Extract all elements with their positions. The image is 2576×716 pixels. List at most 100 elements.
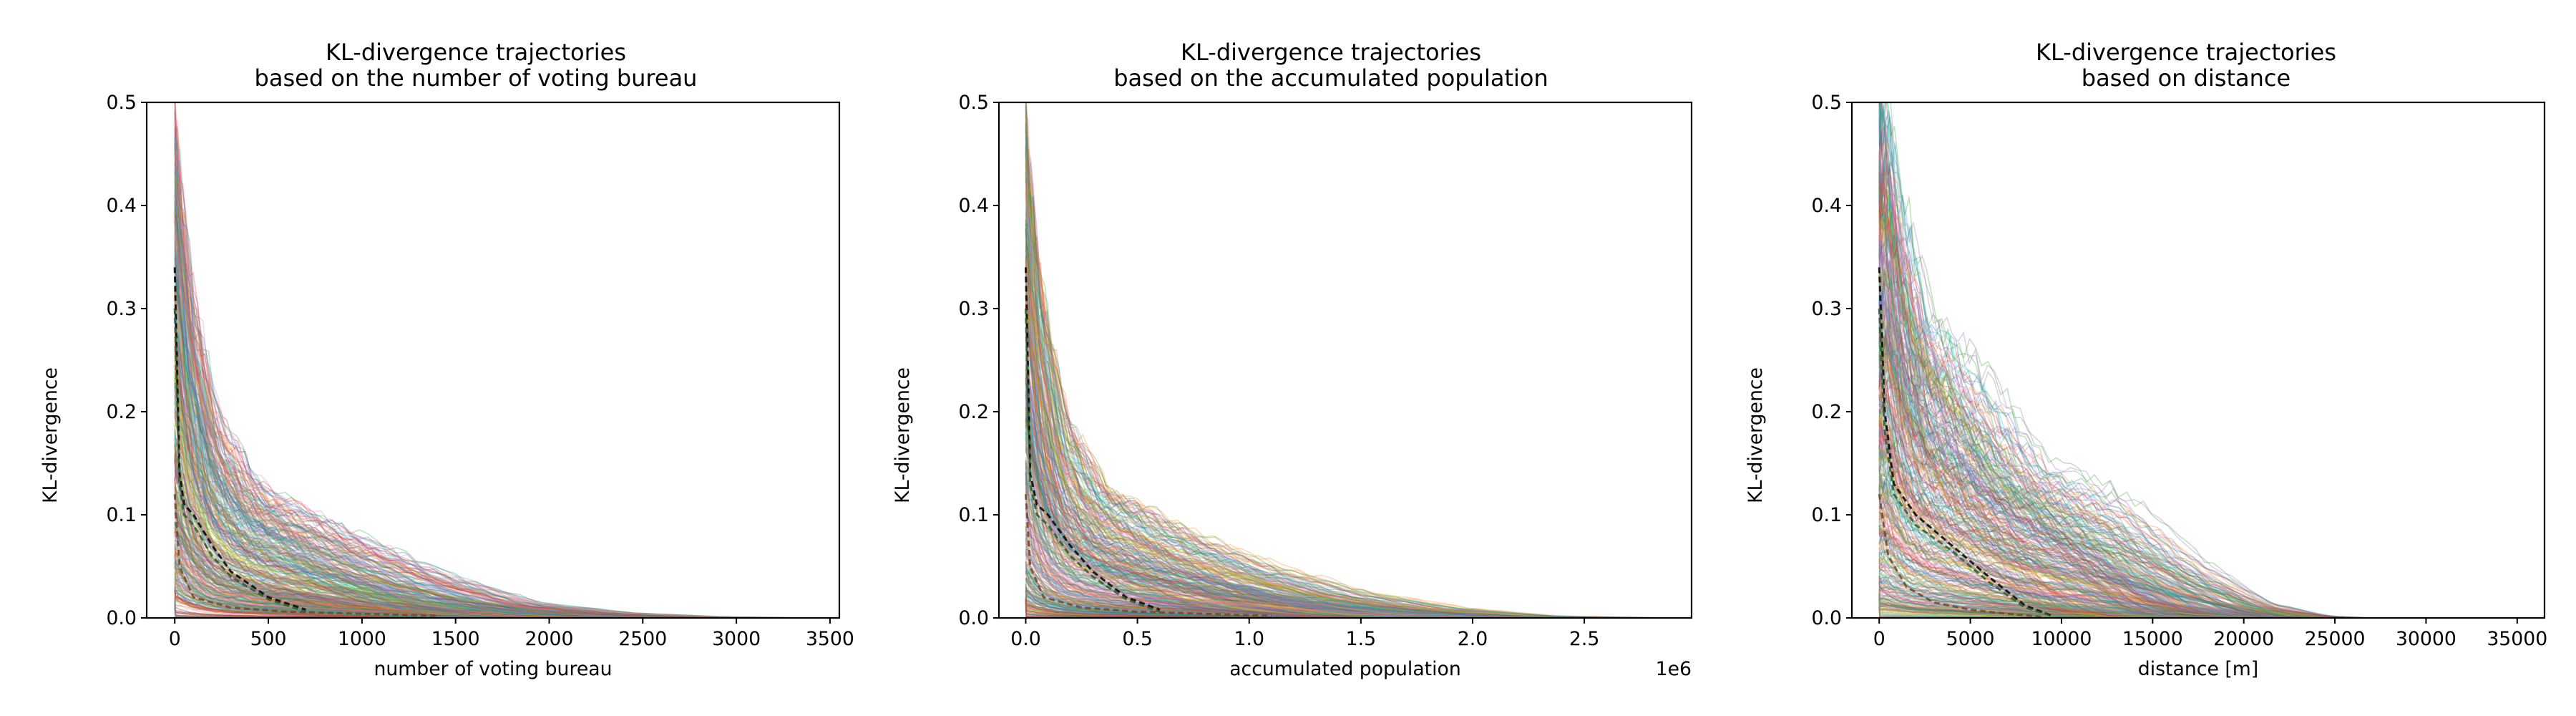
trajectory-line [1878,102,2358,618]
trajectory-line [174,270,458,618]
trajectory-line [1878,173,2079,618]
trajectory-line [1878,185,2255,618]
trajectory-line [1025,325,1536,618]
trajectory-line [1878,486,2180,618]
trajectory-line [174,161,797,618]
y-axis-ticks: 0.0 0.1 0.2 0.3 0.4 0.5 [959,92,999,629]
trajectory-line [174,387,763,618]
trajectory-line [1025,551,1593,618]
trajectory-line [1025,241,1555,618]
trajectory-line [174,444,530,618]
trajectory-line [174,174,628,618]
trajectory-line [1878,564,2171,618]
trajectory-line [1878,432,2358,618]
trajectory-line [1878,417,2370,618]
trajectory-line [1878,517,2248,618]
trajectory-line [1878,496,2152,618]
trajectory-line [1878,579,2202,618]
trajectory-line [1878,304,2351,618]
trajectory-line [1878,141,2329,618]
trajectory-lines [1878,102,2371,618]
trajectory-line [1025,173,1654,618]
trajectory-line [1878,589,2248,618]
trajectory-line [174,479,675,618]
trajectory-line [1878,589,2323,618]
chart-panel-accumulated-population: KL-divergence trajectories based on the … [892,39,1693,680]
trajectory-line [174,342,547,618]
trajectory-line [174,503,726,618]
trajectory-line [174,371,464,618]
trajectory-line [1879,599,2129,618]
trajectory-line [1025,147,1285,618]
trajectory-line [174,495,477,618]
trajectory-line [1025,157,1652,618]
trajectory-line [174,102,766,618]
x-tick-label: 10000 [2031,628,2092,650]
trajectory-line [1878,548,2180,618]
y-tick-label: 0.0 [107,607,137,629]
trajectory-line [174,163,736,618]
trajectory-line [1878,553,2283,618]
trajectory-line [1025,552,1501,618]
y-tick-label: 0.4 [107,195,137,217]
trajectory-line [1878,559,2303,618]
trajectory-line [1025,363,1591,618]
trajectory-line [1025,526,1547,618]
trajectory-line [1878,326,2283,618]
trajectory-line [1025,482,1445,618]
trajectory-line [174,384,582,618]
trajectory-line [1025,538,1589,618]
trajectory-line [1025,343,1559,618]
trajectory-line [1878,560,2236,618]
trajectory-line [1025,412,1477,618]
trajectory-line [1025,292,1517,618]
trajectory-line [174,182,802,618]
trajectory-line [1878,604,2330,618]
trajectory-line [174,498,433,618]
trajectory-line [1878,597,2318,618]
trajectory-line [174,304,556,618]
trajectory-line [1878,528,2227,618]
trajectory-line [174,213,765,618]
x-tick-label: 0 [1873,628,1885,650]
trajectory-line [1025,119,1389,618]
trajectory-line [1878,362,2177,618]
trajectory-line [1025,536,1631,618]
trajectory-line [1878,499,2275,618]
trajectory-line [1878,279,2358,618]
trajectory-line [1878,297,2273,618]
trajectory-line [1878,405,2147,618]
trajectory-line [1025,420,1620,618]
trajectory-line [1878,495,2306,618]
x-tick-label: 3000 [712,628,761,650]
trajectory-line [1878,558,2198,618]
trajectory-line [174,322,704,618]
trajectory-line [174,248,607,618]
x-tick-label: 30000 [2396,628,2457,650]
trajectory-line [1878,218,2308,618]
trajectory-line [174,291,659,618]
trajectory-line [1878,318,2266,618]
trajectory-line [1878,402,2258,618]
x-tick-label: 25000 [2305,628,2366,650]
trajectory-line [174,228,653,618]
trajectory-line [174,459,546,618]
trajectory-line [1878,451,2249,618]
trajectory-line [174,211,667,618]
trajectory-line [174,508,721,618]
trajectory-line [174,312,731,618]
trajectory-line [174,308,627,618]
x-tick-label: 0.5 [1122,628,1152,650]
trajectory-line [174,435,608,618]
trajectory-line [1025,432,1657,618]
trajectory-line [174,174,794,618]
trajectory-line [1878,371,2133,618]
trajectory-line [1025,403,1481,618]
trajectory-line [174,200,773,618]
trajectory-line [1878,335,2272,618]
trajectory-line [1878,384,2288,618]
trajectory-line [174,507,799,618]
trajectory-line [1878,193,2227,618]
trajectory-line [1878,304,2127,618]
trajectory-line [174,468,633,618]
